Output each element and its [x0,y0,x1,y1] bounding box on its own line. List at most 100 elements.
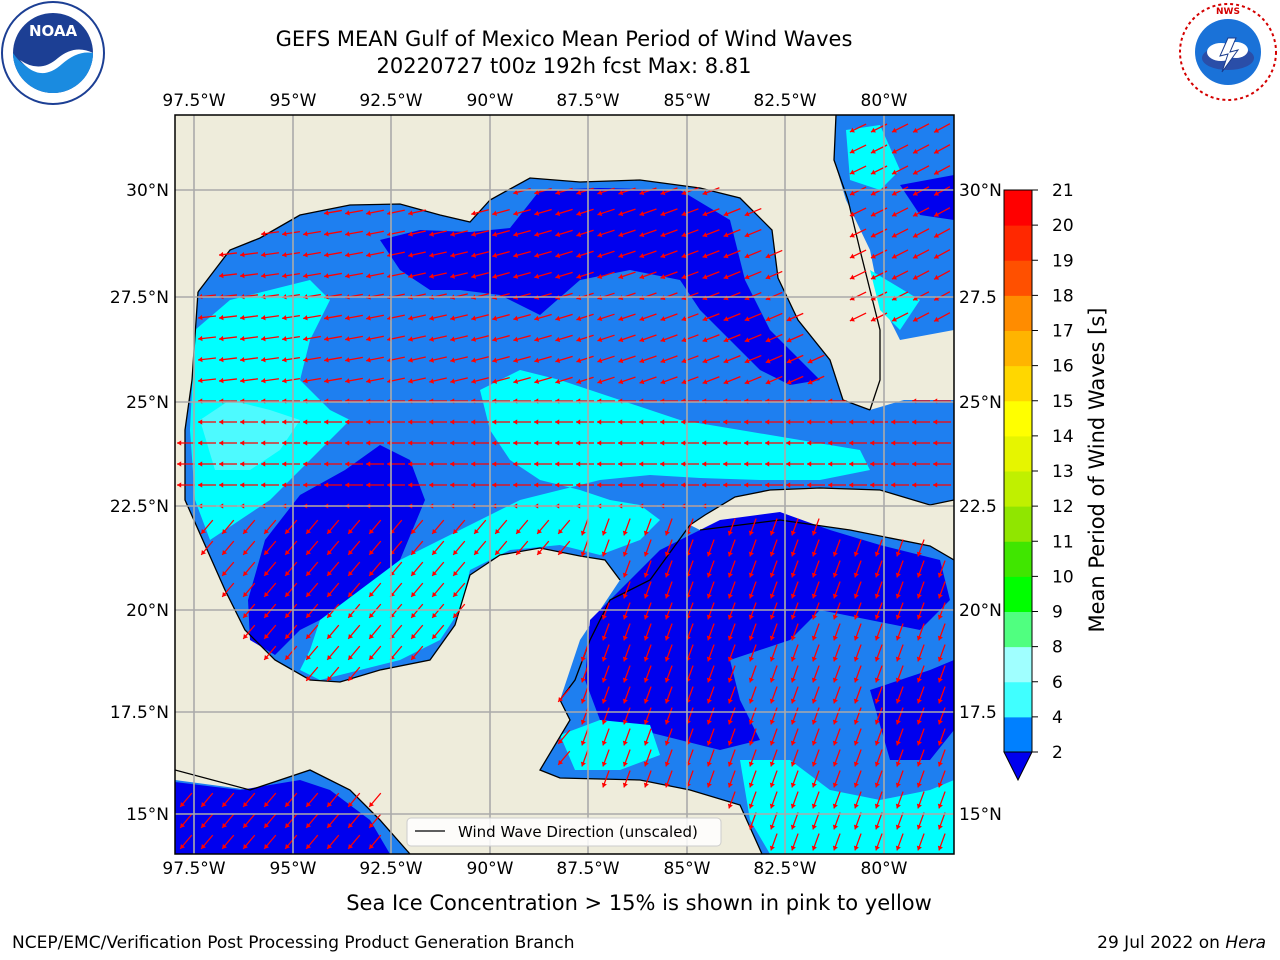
wind-arrow-head [366,252,371,258]
wind-arrow-head [555,273,561,279]
footer-credit: NCEP/EMC/Verification Post Processing Pr… [12,933,575,953]
svg-text:82.5°W: 82.5°W [753,859,816,879]
wind-arrow-head [639,190,645,196]
wind-arrow-head [744,274,750,280]
wind-arrow-head [450,440,455,446]
wind-arrow-head [576,210,582,216]
wind-arrow-head [348,570,353,576]
wind-arrow-head [285,633,290,639]
wind-arrow-head [471,378,477,384]
wind-arrow-head [324,440,329,446]
wind-arrow-head [429,419,434,425]
wind-arrow-head [408,231,413,237]
wind-arrow-head [198,461,203,467]
wind-arrow-head [597,315,603,322]
wind-arrow-head [369,612,374,618]
wind-arrow-head [580,530,586,536]
wind-arrow-head [790,740,796,746]
wind-arrow-head [555,336,561,342]
wind-arrow-head [285,801,290,807]
wind-arrow-head [895,782,901,788]
svg-text:95°W: 95°W [270,859,317,879]
wind-arrow-head [706,782,712,788]
wind-arrow-head [765,358,771,364]
wind-arrow-head [576,189,582,195]
wind-arrow-head [849,127,855,133]
wind-arrow-head [285,528,290,534]
wind-arrow-head [324,315,329,321]
wind-arrow-head [240,314,245,321]
wind-arrow-head [849,253,855,259]
wind-arrow-head [937,698,943,704]
wind-arrow-head [219,377,224,384]
wind-arrow-head [282,252,287,258]
wind-arrow-head [492,482,497,488]
wind-arrow-head [201,843,206,849]
lon-labels-bottom: 97.5°W 95°W 92.5°W 90°W 87.5°W 85°W 82.5… [162,859,907,879]
lat-labels-right: 30°N 27.5 25°N 22.5 20°N 17.5 15°N [959,181,1002,825]
wind-arrow-head [891,419,896,425]
wind-arrow-head [306,549,311,555]
wind-arrow-head [327,528,332,534]
wind-arrow-head [180,822,185,828]
wind-arrow-head [639,253,645,259]
wind-arrow-head [643,593,649,599]
wind-arrow-head [912,419,917,425]
wind-arrow-head [727,614,733,620]
wind-arrow-head [937,824,943,830]
svg-text:15°N: 15°N [959,805,1002,825]
wind-arrow-head [853,677,859,683]
wind-arrows [177,123,951,851]
wind-arrow-head [474,528,479,534]
wind-arrow-head [327,654,332,660]
wind-arrow-head [261,315,266,321]
wind-arrow-head [702,337,708,343]
wind-arrow-head [870,211,876,217]
wind-arrow-head [513,273,519,279]
wind-arrow-head [618,274,624,280]
wind-arrow-head [748,593,754,599]
wind-arrow-head [748,656,754,662]
wind-arrow-head [198,419,203,425]
wind-arrow-head [198,440,203,446]
wind-arrow-head [832,593,838,599]
wind-arrow-head [639,440,644,446]
wind-arrow-head [853,551,859,557]
wind-arrow-head [622,782,628,788]
wind-arrow-head [240,272,245,279]
wind-arrow-head [450,378,455,384]
wind-arrow-head [555,461,560,467]
wind-arrow-head [327,822,332,828]
wind-arrow-head [597,252,603,259]
wind-arrow-head [618,461,623,467]
wind-arrow-head [748,635,754,641]
svg-text:85°W: 85°W [664,91,711,111]
wind-arrow-head [597,419,602,425]
wind-arrow-head [411,654,416,660]
wind-arrow-head [643,656,649,662]
svg-text:92.5°W: 92.5°W [359,859,422,879]
wind-arrow-head [702,482,707,488]
wind-arrow-head [471,357,477,363]
wind-arrow-head [706,635,712,641]
wind-arrow-head [366,378,371,384]
wind-arrow-head [811,614,817,620]
wind-arrow-head [681,211,687,217]
wind-arrow-head [450,315,455,321]
wind-arrow-head [348,801,353,807]
wind-arrow-head [660,358,666,364]
wind-arrow-head [832,803,838,809]
wind-arrow-head [786,482,791,488]
wind-arrow-head [853,824,859,830]
wind-arrow-head [937,761,943,767]
colorbar-tick-label: 20 [1052,216,1074,236]
wind-arrow-head [895,677,901,683]
wind-arrow-head [702,190,708,196]
wind-arrow-head [369,591,374,597]
wind-arrow-head [748,719,754,725]
wind-arrow-head [432,633,437,639]
wind-arrow-head [345,357,350,363]
wind-arrow-head [769,761,775,767]
wind-arrow-head [282,357,287,363]
wind-arrow-head [513,461,518,467]
